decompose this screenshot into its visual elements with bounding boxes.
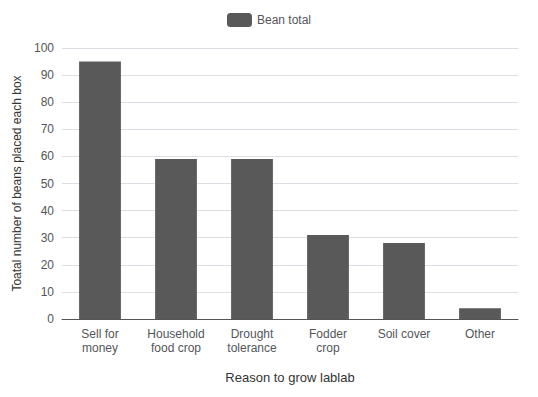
svg-text:Bean total: Bean total [257, 13, 311, 27]
svg-text:money: money [82, 341, 118, 355]
svg-text:70: 70 [41, 122, 55, 136]
svg-text:Soil cover: Soil cover [378, 327, 431, 341]
svg-text:50: 50 [41, 177, 55, 191]
svg-text:Household: Household [147, 327, 204, 341]
svg-text:80: 80 [41, 95, 55, 109]
svg-text:crop: crop [316, 341, 340, 355]
svg-text:20: 20 [41, 258, 55, 272]
svg-text:40: 40 [41, 204, 55, 218]
svg-text:100: 100 [34, 41, 54, 55]
svg-text:10: 10 [41, 285, 55, 299]
svg-text:0: 0 [47, 312, 54, 326]
svg-text:Toatal number of beans placed: Toatal number of beans placed each box [10, 75, 24, 291]
svg-text:Fodder: Fodder [309, 327, 347, 341]
svg-text:Sell for: Sell for [81, 327, 118, 341]
svg-text:food crop: food crop [151, 341, 201, 355]
svg-text:30: 30 [41, 231, 55, 245]
svg-text:60: 60 [41, 149, 55, 163]
svg-text:Reason to grow lablab: Reason to grow lablab [225, 370, 354, 385]
svg-text:tolerance: tolerance [227, 341, 277, 355]
svg-text:90: 90 [41, 68, 55, 82]
svg-text:Other: Other [465, 327, 495, 341]
svg-text:Drought: Drought [231, 327, 274, 341]
